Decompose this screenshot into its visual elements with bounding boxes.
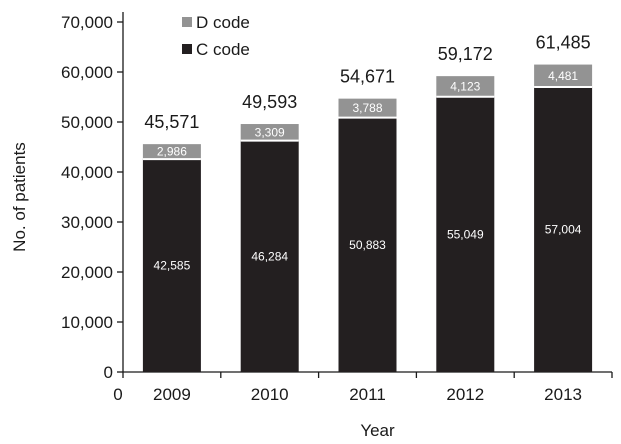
y-tick-label: 30,000 xyxy=(61,213,113,232)
x-tick-label: 2010 xyxy=(251,385,289,404)
c-code-value-label: 57,004 xyxy=(545,222,582,236)
x-tick-label: 2011 xyxy=(349,385,386,404)
y-tick-label: 10,000 xyxy=(61,313,113,332)
y-axis: 0 10,000 20,000 30,000 40,000 50,000 60,000 70,… xyxy=(61,12,124,382)
x-axis: 2009 2010 2011 2012 2013 xyxy=(122,371,613,404)
y-tick-label: 0 xyxy=(104,363,113,382)
y-tick-label: 20,000 xyxy=(61,263,113,282)
x-tick-label: 2012 xyxy=(446,385,484,404)
d-code-value-label: 2,986 xyxy=(157,145,187,159)
bar-d-code xyxy=(142,144,201,160)
x-tick-label: 2013 xyxy=(544,385,582,404)
x-origin-label: 0 xyxy=(113,385,122,404)
d-code-value-label: 4,481 xyxy=(548,69,578,83)
bar-c-code xyxy=(338,117,397,373)
x-tick-label: 2009 xyxy=(153,385,191,404)
legend-label: C code xyxy=(196,40,250,59)
legend-label: D code xyxy=(196,13,250,32)
bar-d-code xyxy=(534,64,593,87)
legend: D code C code xyxy=(182,13,250,59)
c-code-value-label: 42,585 xyxy=(154,259,191,273)
bar-d-code xyxy=(240,124,299,141)
total-value-label: 59,172 xyxy=(438,44,493,64)
bars: 42,585 2,986 45,571 46,284 3,309 49,593 50,883… xyxy=(142,33,593,373)
bar-c-code xyxy=(436,96,495,372)
bar-c-code xyxy=(240,140,299,372)
legend-swatch xyxy=(182,44,192,54)
total-value-label: 61,485 xyxy=(536,33,591,53)
total-value-label: 54,671 xyxy=(340,67,395,87)
d-code-value-label: 3,788 xyxy=(352,101,382,115)
y-tick-label: 60,000 xyxy=(61,63,113,82)
y-tick-label: 70,000 xyxy=(61,13,113,32)
legend-swatch xyxy=(182,17,192,27)
c-code-value-label: 55,049 xyxy=(447,227,484,241)
bar-c-code xyxy=(534,86,593,372)
c-code-value-label: 46,284 xyxy=(251,249,288,263)
y-tick-label: 50,000 xyxy=(61,113,113,132)
x-axis-title: Year xyxy=(360,421,395,440)
bar-d-code xyxy=(338,98,397,118)
y-tick-label: 40,000 xyxy=(61,163,113,182)
total-value-label: 45,571 xyxy=(144,112,199,132)
bar-c-code xyxy=(142,159,201,372)
y-axis-title: No. of patients xyxy=(10,142,29,252)
bar-d-code xyxy=(436,76,495,97)
d-code-value-label: 3,309 xyxy=(255,125,285,139)
c-code-value-label: 50,883 xyxy=(349,238,386,252)
total-value-label: 49,593 xyxy=(242,92,297,112)
d-code-value-label: 4,123 xyxy=(450,79,480,93)
